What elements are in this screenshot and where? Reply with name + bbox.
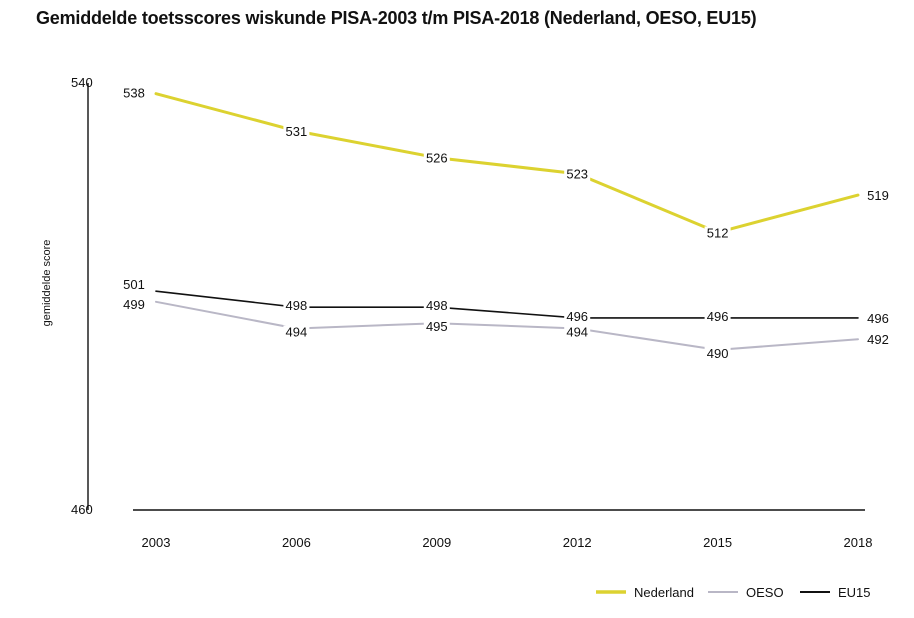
x-tick-label: 2018	[844, 535, 873, 550]
data-label-background	[423, 151, 450, 166]
x-tick-label: 2006	[282, 535, 311, 550]
data-label-nederland: 519	[867, 188, 889, 203]
data-label-eu15: 496	[707, 309, 729, 324]
data-label-eu15: 496	[867, 311, 889, 326]
data-label-eu15: 498	[286, 298, 308, 313]
data-label-background	[865, 311, 891, 326]
y-tick-label: 540	[71, 75, 93, 90]
data-label-nederland: 523	[566, 167, 588, 182]
data-label-background	[564, 167, 591, 182]
data-label-background	[283, 325, 310, 340]
data-label-background	[564, 325, 591, 340]
series-line-nederland	[154, 92, 860, 234]
data-label-background	[121, 86, 147, 101]
data-label-nederland: 531	[286, 124, 308, 139]
x-tick-label: 2012	[563, 535, 592, 550]
data-label-background	[121, 297, 147, 312]
legend-label-oeso: OESO	[746, 585, 784, 600]
data-label-oeso: 495	[426, 319, 448, 334]
x-tick-label: 2009	[422, 535, 451, 550]
data-label-oeso: 490	[707, 346, 729, 361]
chart-title: Gemiddelde toetsscores wiskunde PISA-200…	[36, 8, 757, 28]
data-label-oeso: 494	[286, 325, 308, 340]
data-label-background	[865, 333, 891, 348]
data-label-background	[704, 226, 731, 241]
data-label-oeso: 492	[867, 332, 889, 347]
y-axis-label: gemiddelde score	[41, 240, 53, 327]
data-label-oeso: 494	[566, 325, 588, 340]
data-label-nederland: 526	[426, 151, 448, 166]
data-label-background	[704, 309, 731, 324]
data-label-background	[283, 299, 310, 314]
data-label-background	[704, 346, 731, 361]
legend-label-nederland: Nederland	[634, 585, 694, 600]
data-label-oeso: 499	[123, 297, 145, 312]
x-tick-label: 2003	[142, 535, 171, 550]
x-tick-label: 2015	[703, 535, 732, 550]
legend-label-eu15: EU15	[838, 585, 871, 600]
data-label-background	[121, 278, 147, 293]
data-label-eu15: 498	[426, 298, 448, 313]
series-line-oeso	[155, 300, 859, 351]
y-tick-label: 460	[71, 502, 93, 517]
data-label-eu15: 496	[566, 309, 588, 324]
series-line-eu15	[155, 290, 859, 319]
data-label-background	[423, 299, 450, 314]
data-label-background	[564, 309, 591, 324]
data-label-background	[423, 320, 450, 335]
data-label-background	[283, 125, 310, 140]
data-label-background	[865, 189, 891, 204]
data-label-nederland: 538	[123, 86, 145, 101]
data-label-eu15: 501	[123, 277, 145, 292]
data-label-nederland: 512	[707, 225, 729, 240]
